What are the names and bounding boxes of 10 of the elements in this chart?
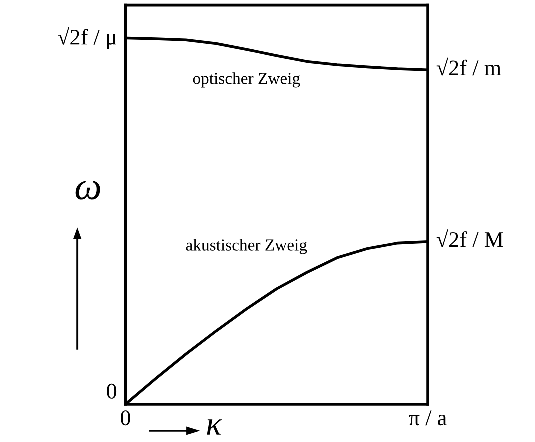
text: 0 bbox=[107, 384, 117, 399]
text: 0 bbox=[121, 410, 130, 426]
text: √2f / M bbox=[436, 230, 504, 248]
y-axis-title: ω bbox=[76, 181, 100, 200]
series-label: optischer Zweig bbox=[193, 72, 300, 88]
x-axis-title: κ bbox=[207, 420, 222, 435]
text: √2f / m bbox=[436, 58, 502, 76]
series-label: akustischer Zweig bbox=[186, 239, 308, 254]
text: √2f / μ bbox=[58, 27, 116, 50]
text: π / a bbox=[409, 410, 447, 426]
